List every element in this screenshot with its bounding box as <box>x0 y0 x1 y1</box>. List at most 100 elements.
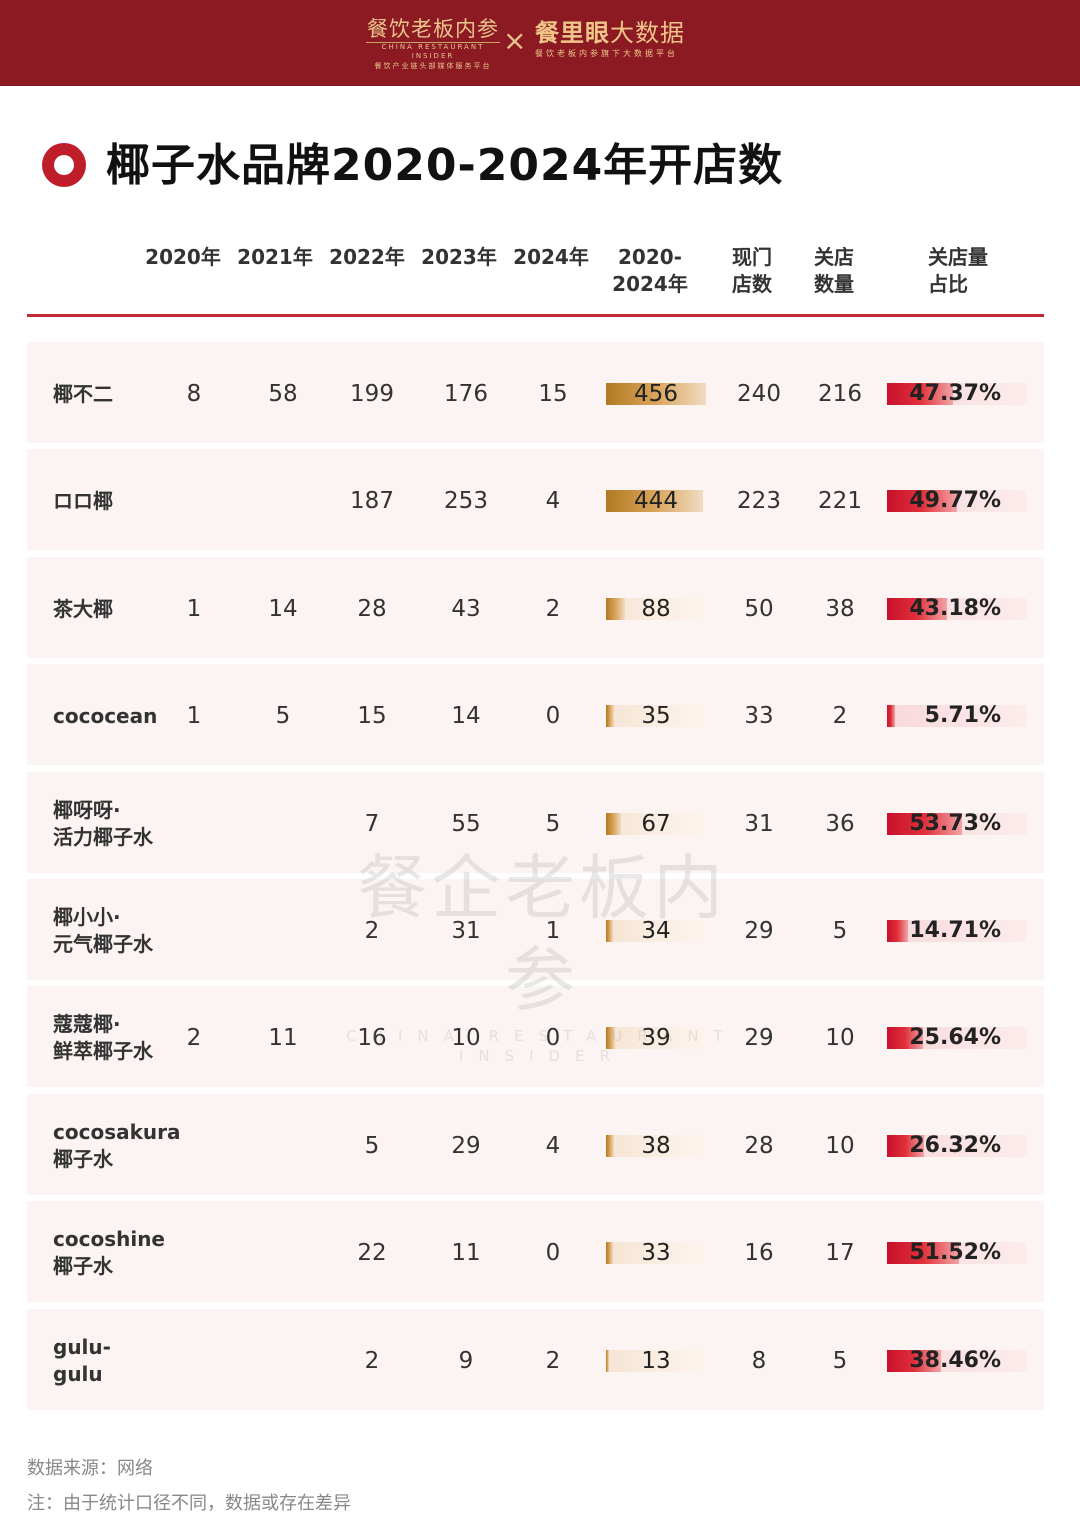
cell-y2022: 28 <box>357 596 387 622</box>
close-pct-fill <box>887 598 948 620</box>
total-bar-fill <box>606 1135 615 1157</box>
total-bar: 67 <box>606 813 706 836</box>
close-pct-bar: 49.77% <box>887 490 1027 512</box>
brand-name: 蔻蔻椰· 鲜萃椰子水 <box>53 1012 153 1063</box>
page-title: 椰子水品牌2020-2024年开店数 <box>106 140 784 191</box>
total-bar-fill <box>606 1027 615 1049</box>
close-pct-bar: 25.64% <box>887 1027 1027 1049</box>
logo-left-main: 餐饮老板内参 <box>367 17 499 41</box>
cell-y2023: 55 <box>451 811 481 837</box>
cell-y2022: 15 <box>357 703 387 729</box>
cell-y2022: 187 <box>350 488 394 514</box>
cell-y2022: 7 <box>364 811 380 837</box>
col-header-current: 现门 店数 <box>732 245 772 296</box>
cell-closed: 10 <box>825 1133 855 1159</box>
cell-y2024: 4 <box>545 1133 561 1159</box>
close-pct-value: 49.77% <box>909 488 1001 513</box>
close-pct-fill <box>887 920 908 942</box>
total-value: 444 <box>634 488 678 514</box>
cell-y2023: 43 <box>451 596 481 622</box>
close-pct-value: 38.46% <box>909 1348 1001 1373</box>
close-pct-fill <box>887 1242 960 1264</box>
cell-closed: 2 <box>832 703 848 729</box>
table-row <box>27 879 1044 980</box>
cell-y2022: 5 <box>364 1133 380 1159</box>
close-pct-value: 14.71% <box>909 918 1001 943</box>
close-pct-fill <box>887 1027 923 1049</box>
close-pct-fill <box>887 1135 924 1157</box>
total-bar-fill <box>606 705 614 727</box>
cell-current: 33 <box>744 703 774 729</box>
close-pct-value: 43.18% <box>909 596 1001 621</box>
cell-closed: 36 <box>825 811 855 837</box>
total-value: 39 <box>641 1025 671 1051</box>
table-row <box>27 772 1044 873</box>
table-row <box>27 557 1044 658</box>
col-header-close-pct: 关店量 占比 <box>928 245 988 296</box>
header-band: 餐饮老板内参 CHINA RESTAURANT INSIDER 餐饮产业链头部媒… <box>0 0 1080 86</box>
total-bar: 33 <box>606 1242 706 1265</box>
table-row <box>27 342 1044 443</box>
logo-left-cn: 餐饮产业链头部媒体服务平台 <box>374 62 492 70</box>
table-row <box>27 449 1044 550</box>
total-bar-fill <box>606 920 614 942</box>
close-pct-bar: 51.52% <box>887 1242 1027 1264</box>
close-pct-value: 53.73% <box>909 811 1001 836</box>
total-bar-fill <box>606 383 706 405</box>
brand-name: 茶大椰 <box>53 596 113 621</box>
cell-y2021: 58 <box>268 381 298 407</box>
cell-closed: 221 <box>818 488 862 514</box>
cell-y2020: 8 <box>186 381 202 407</box>
brand-name: gulu- gulu <box>53 1335 111 1386</box>
logo-canliyan: 餐里眼大数据 餐饮老板内参旗下大数据平台 <box>535 18 720 60</box>
col-header-total: 2020- 2024年 <box>612 245 688 296</box>
cell-y2024: 15 <box>538 381 568 407</box>
total-bar: 38 <box>606 1133 706 1159</box>
total-value: 38 <box>641 1133 671 1159</box>
cell-y2023: 31 <box>451 918 481 944</box>
close-pct-bar: 38.46% <box>887 1350 1027 1372</box>
cell-y2023: 29 <box>451 1133 481 1159</box>
cell-y2022: 2 <box>364 1348 380 1374</box>
total-bar-fill <box>606 1350 609 1372</box>
cell-y2022: 16 <box>357 1025 387 1051</box>
cell-y2023: 176 <box>444 381 488 407</box>
logo-right-cn: 餐饮老板内参旗下大数据平台 <box>535 49 678 58</box>
close-pct-value: 26.32% <box>909 1133 1001 1158</box>
brand-name: cococean <box>53 703 158 728</box>
total-value: 88 <box>641 596 671 622</box>
close-pct-value: 51.52% <box>909 1240 1001 1265</box>
total-bar: 13 <box>606 1350 706 1373</box>
table-row <box>27 986 1044 1087</box>
close-pct-fill <box>887 813 963 835</box>
cell-y2022: 22 <box>357 1240 387 1266</box>
cell-current: 28 <box>744 1133 774 1159</box>
cell-closed: 10 <box>825 1025 855 1051</box>
cell-y2023: 14 <box>451 703 481 729</box>
cell-current: 50 <box>744 596 774 622</box>
close-pct-bar: 47.37% <box>887 383 1027 405</box>
col-header-2021: 2021年 <box>237 245 313 269</box>
total-bar: 88 <box>606 596 706 622</box>
brand-name: ロロ椰 <box>53 488 113 513</box>
col-header-2022: 2022年 <box>329 245 405 269</box>
header-rule <box>27 314 1044 317</box>
cell-y2020: 1 <box>186 596 202 622</box>
cell-current: 29 <box>744 1025 774 1051</box>
col-header-2024: 2024年 <box>513 245 589 269</box>
cell-y2021: 5 <box>275 703 291 729</box>
footnote-note: 注：由于统计口径不同，数据或存在差异 <box>27 1493 351 1514</box>
cell-current: 223 <box>737 488 781 514</box>
cell-y2022: 199 <box>350 381 394 407</box>
brand-name: cocoshine 椰子水 <box>53 1227 165 1278</box>
cell-closed: 38 <box>825 596 855 622</box>
cell-y2024: 0 <box>545 1025 561 1051</box>
close-pct-value: 25.64% <box>909 1025 1001 1050</box>
cell-closed: 5 <box>832 918 848 944</box>
total-bar: 35 <box>606 705 706 728</box>
close-pct-fill <box>887 705 895 727</box>
close-pct-value: 47.37% <box>909 381 1001 406</box>
total-bar: 456 <box>606 383 706 406</box>
table-row <box>27 664 1044 765</box>
table-row <box>27 1201 1044 1302</box>
